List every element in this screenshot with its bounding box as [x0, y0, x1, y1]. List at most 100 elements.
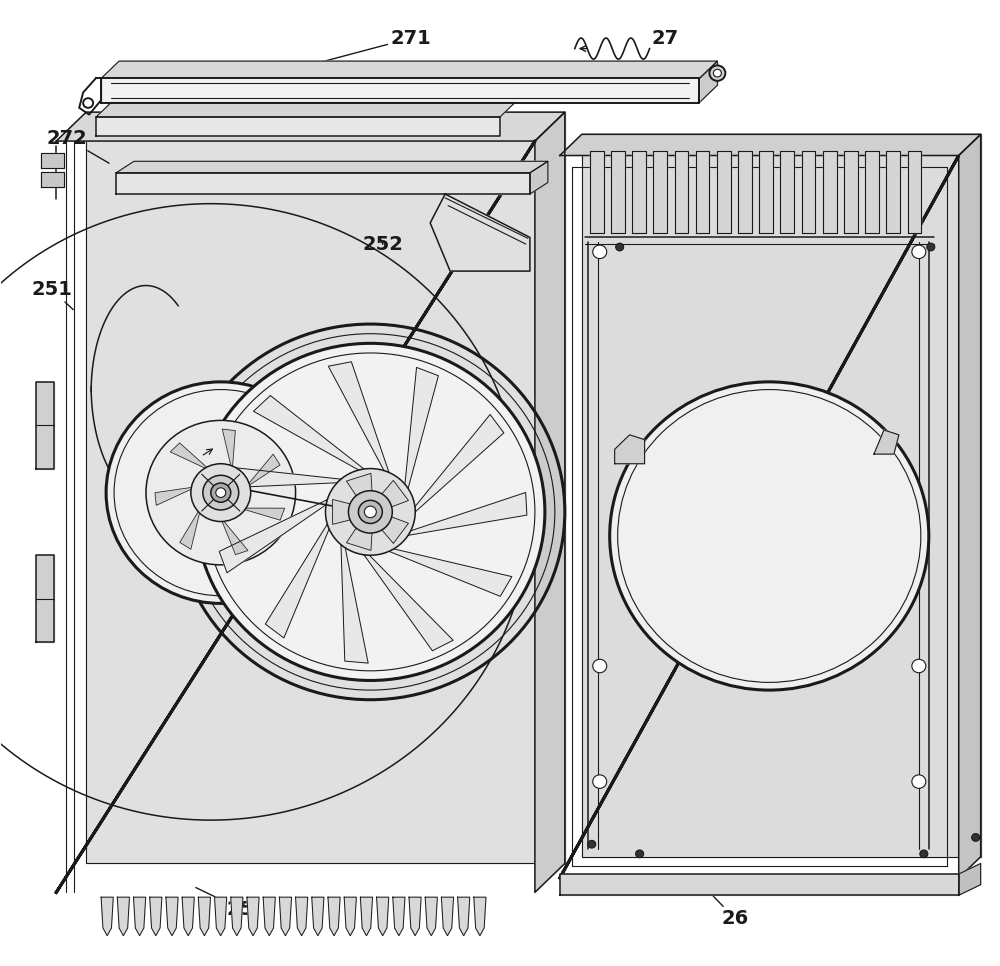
Circle shape [713, 70, 721, 77]
Polygon shape [341, 545, 368, 663]
Polygon shape [245, 454, 280, 488]
Polygon shape [333, 499, 364, 525]
Polygon shape [155, 487, 197, 505]
Polygon shape [738, 151, 752, 233]
Polygon shape [717, 151, 731, 233]
Polygon shape [36, 382, 54, 469]
Polygon shape [253, 395, 364, 470]
Circle shape [216, 488, 226, 497]
Circle shape [709, 66, 725, 81]
Text: 271: 271 [296, 29, 431, 69]
Polygon shape [699, 61, 717, 102]
Polygon shape [328, 362, 389, 472]
Circle shape [206, 353, 535, 670]
Circle shape [593, 245, 607, 259]
Polygon shape [220, 517, 248, 554]
Polygon shape [41, 153, 64, 168]
Circle shape [927, 243, 935, 251]
Polygon shape [364, 554, 453, 651]
Polygon shape [134, 897, 146, 936]
Polygon shape [458, 897, 470, 936]
Polygon shape [119, 61, 717, 85]
Polygon shape [865, 151, 879, 233]
Circle shape [616, 243, 624, 251]
Polygon shape [408, 493, 527, 535]
Polygon shape [219, 499, 327, 573]
Polygon shape [222, 429, 235, 471]
Polygon shape [560, 134, 981, 156]
Polygon shape [393, 897, 405, 936]
Polygon shape [182, 897, 194, 936]
Polygon shape [231, 897, 243, 936]
Circle shape [912, 775, 926, 788]
Circle shape [348, 491, 392, 533]
Polygon shape [675, 151, 688, 233]
Circle shape [106, 382, 335, 604]
Polygon shape [180, 507, 201, 550]
Polygon shape [240, 508, 285, 520]
Text: 252: 252 [362, 235, 403, 254]
Circle shape [146, 420, 296, 565]
Polygon shape [530, 161, 548, 194]
Circle shape [593, 775, 607, 788]
Polygon shape [265, 525, 329, 638]
Circle shape [972, 834, 980, 841]
Polygon shape [908, 151, 921, 233]
Circle shape [364, 506, 376, 518]
Polygon shape [959, 864, 981, 895]
Circle shape [593, 659, 607, 672]
Polygon shape [101, 61, 717, 78]
Polygon shape [263, 897, 275, 936]
Polygon shape [759, 151, 773, 233]
Polygon shape [101, 78, 699, 102]
Polygon shape [780, 151, 794, 233]
Polygon shape [56, 112, 565, 141]
Polygon shape [611, 151, 625, 233]
Polygon shape [389, 549, 512, 596]
Polygon shape [653, 151, 667, 233]
Polygon shape [116, 173, 530, 194]
Polygon shape [41, 172, 64, 187]
Polygon shape [279, 897, 292, 936]
Polygon shape [216, 467, 341, 488]
Polygon shape [344, 897, 356, 936]
Polygon shape [430, 194, 530, 271]
Text: 272: 272 [46, 128, 109, 163]
Polygon shape [615, 435, 645, 464]
Circle shape [636, 850, 644, 858]
Polygon shape [116, 161, 548, 173]
Polygon shape [296, 897, 308, 936]
Polygon shape [560, 156, 959, 878]
Circle shape [912, 659, 926, 672]
Polygon shape [441, 897, 454, 936]
Polygon shape [215, 897, 227, 936]
Circle shape [211, 483, 231, 502]
Polygon shape [959, 134, 981, 878]
Circle shape [191, 464, 251, 522]
Polygon shape [405, 367, 438, 489]
Polygon shape [56, 141, 535, 893]
Circle shape [920, 850, 928, 858]
Circle shape [610, 382, 929, 690]
Polygon shape [802, 151, 815, 233]
Polygon shape [166, 897, 178, 936]
Polygon shape [377, 897, 389, 936]
Circle shape [588, 840, 596, 848]
Polygon shape [823, 151, 837, 233]
Polygon shape [96, 117, 500, 136]
Text: 3: 3 [215, 550, 261, 575]
Polygon shape [874, 430, 899, 454]
Text: 273: 273 [316, 95, 421, 127]
Polygon shape [198, 897, 210, 936]
Polygon shape [360, 897, 373, 936]
Polygon shape [346, 517, 373, 551]
Polygon shape [346, 473, 373, 507]
Circle shape [325, 469, 415, 555]
Text: 251: 251 [31, 280, 73, 310]
Text: 26: 26 [699, 882, 749, 928]
Circle shape [83, 99, 93, 108]
Polygon shape [101, 897, 113, 936]
Polygon shape [474, 897, 486, 936]
Polygon shape [247, 897, 259, 936]
Polygon shape [312, 897, 324, 936]
